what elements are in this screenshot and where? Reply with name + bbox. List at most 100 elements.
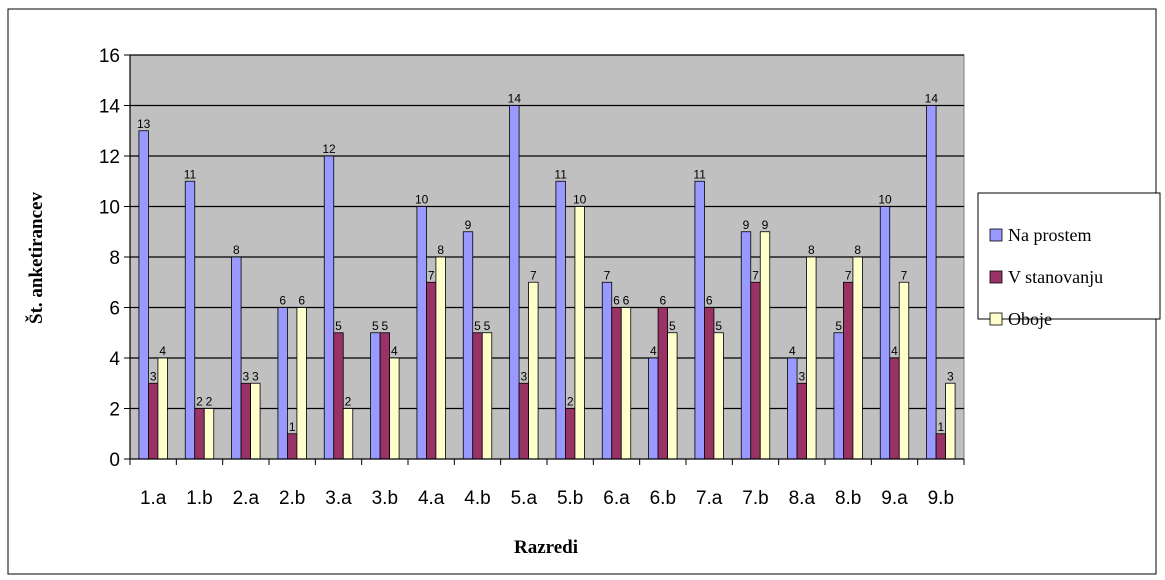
bar [333, 332, 344, 460]
x-tick-label: 1.b [186, 488, 212, 509]
x-tick-label: 7.a [696, 488, 723, 509]
bar [750, 281, 761, 460]
x-tick-label: 2.b [279, 488, 305, 509]
data-label: 6 [613, 294, 620, 308]
data-label: 1 [937, 420, 944, 434]
data-label: 4 [789, 344, 796, 358]
bar [833, 332, 844, 460]
data-label: 11 [554, 167, 567, 181]
y-axis-title: Št. anketirancev [25, 192, 47, 324]
y-tick-label: 16 [99, 46, 120, 67]
bar [138, 130, 149, 460]
y-tick-label: 10 [99, 198, 120, 219]
bar [611, 307, 622, 460]
bar [565, 408, 576, 460]
bar [148, 382, 159, 460]
data-label: 12 [322, 142, 336, 156]
data-label: 11 [184, 167, 197, 181]
bar [250, 382, 261, 460]
data-label: 4 [891, 344, 898, 358]
x-axis-title: Razredi [514, 537, 578, 558]
data-label: 14 [508, 92, 522, 106]
bar [740, 231, 752, 460]
legend-swatch [989, 270, 1003, 284]
bar [518, 382, 529, 460]
x-tick-label: 4.b [464, 488, 490, 509]
data-label: 8 [808, 243, 815, 257]
data-label: 8 [437, 243, 444, 257]
bar [416, 206, 427, 460]
bar [935, 433, 946, 460]
data-label: 5 [484, 319, 491, 333]
bar [509, 105, 520, 460]
bar [379, 332, 390, 460]
bar [555, 180, 566, 460]
bar [296, 307, 307, 460]
bar [713, 332, 724, 460]
legend-label: Na prostem [1008, 225, 1091, 245]
x-tick-label: 5.b [557, 488, 583, 509]
bar [574, 206, 585, 460]
y-tick-label: 2 [109, 400, 120, 421]
data-label: 2 [206, 395, 213, 409]
data-label: 5 [715, 319, 722, 333]
data-label: 13 [137, 117, 151, 131]
data-label: 6 [659, 294, 666, 308]
data-label: 6 [298, 294, 305, 308]
legend: Na prostem V stanovanju Oboje [977, 192, 1161, 329]
bar [620, 307, 632, 460]
bar [389, 357, 400, 460]
data-label: 9 [465, 218, 472, 232]
bar [648, 357, 659, 460]
data-label: 3 [798, 369, 805, 383]
x-tick-label: 5.a [511, 488, 538, 509]
bar [945, 382, 956, 460]
bar [806, 256, 817, 460]
data-label: 7 [428, 268, 435, 282]
data-label: 2 [345, 395, 352, 409]
bar [323, 155, 335, 460]
bar [194, 408, 205, 460]
bar [843, 281, 854, 460]
bar [472, 332, 483, 460]
plot-area [129, 54, 965, 460]
legend-box [977, 192, 1161, 320]
data-label: 11 [693, 167, 706, 181]
data-label: 7 [530, 268, 537, 282]
bar [926, 105, 937, 460]
bar [426, 281, 437, 460]
bar [462, 231, 474, 460]
bar [184, 180, 196, 460]
bar [694, 180, 705, 460]
data-label: 7 [845, 268, 852, 282]
bar [481, 332, 493, 460]
data-label: 9 [762, 218, 769, 232]
data-label: 5 [835, 319, 842, 333]
bar [787, 357, 798, 460]
data-label: 8 [854, 243, 861, 257]
x-tick-label: 9.a [881, 488, 908, 509]
data-label: 3 [252, 369, 259, 383]
data-label: 2 [196, 395, 203, 409]
data-label: 8 [233, 243, 240, 257]
bar [528, 281, 539, 460]
data-label: 5 [335, 319, 342, 333]
bar [704, 307, 715, 460]
bar [657, 307, 668, 460]
y-tick-label: 8 [109, 248, 120, 269]
data-label: 7 [752, 268, 759, 282]
data-label: 3 [520, 369, 527, 383]
data-label: 6 [279, 294, 286, 308]
x-tick-label: 1.a [140, 488, 167, 509]
y-tick-label: 4 [109, 349, 120, 370]
bar [240, 382, 251, 460]
data-label: 4 [159, 344, 166, 358]
bar [277, 307, 288, 460]
bar [879, 206, 891, 460]
data-label: 2 [567, 395, 574, 409]
bar [601, 281, 613, 460]
bar [342, 408, 354, 460]
